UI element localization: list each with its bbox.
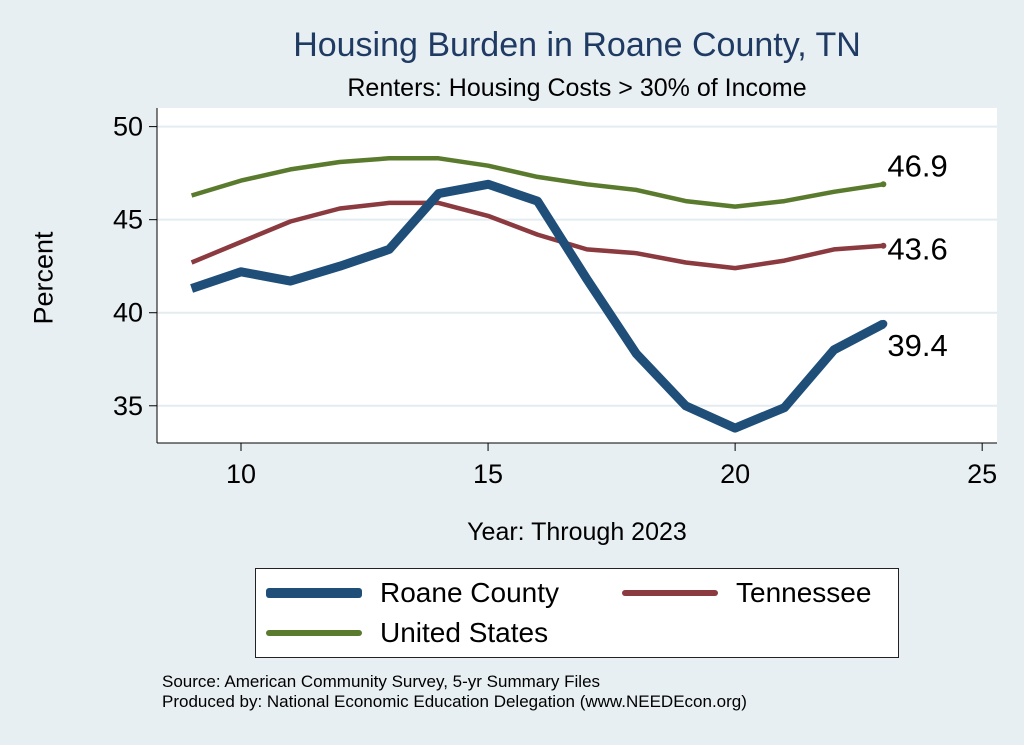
chart-title: Housing Burden in Roane County, TN — [293, 26, 861, 64]
end-marker-tennessee — [880, 242, 887, 249]
x-tick-label: 15 — [473, 459, 503, 489]
producer-line: Produced by: National Economic Education… — [162, 692, 747, 711]
end-label-united-states: 46.9 — [887, 148, 947, 183]
x-tick-label: 25 — [967, 459, 997, 489]
x-tick-label: 10 — [226, 459, 256, 489]
series-line-roane-county — [190, 179, 886, 433]
end-marker-united-states — [880, 181, 887, 188]
legend-label-united-states: United States — [380, 617, 549, 648]
chart-subtitle: Renters: Housing Costs > 30% of Income — [347, 74, 807, 102]
source-note: Source: American Community Survey, 5-yr … — [162, 672, 747, 712]
legend-label-roane-county: Roane County — [380, 577, 560, 608]
legend-item-tennessee: Tennessee — [622, 577, 871, 609]
legend-item-united-states: United States — [266, 617, 548, 649]
legend-swatch-roane-county — [266, 588, 362, 598]
y-tick-label: 35 — [113, 391, 143, 421]
legend-label-tennessee: Tennessee — [736, 577, 872, 608]
y-tick-label: 45 — [113, 205, 143, 235]
legend: Roane County Tennessee United States — [255, 568, 899, 658]
end-label-roane-county: 39.4 — [887, 328, 947, 363]
y-tick-label: 40 — [113, 298, 143, 328]
y-tick-label: 50 — [113, 112, 143, 142]
legend-swatch-tennessee — [622, 590, 718, 596]
source-line: Source: American Community Survey, 5-yr … — [162, 672, 601, 691]
end-marker-roane-county — [879, 319, 888, 328]
series-line-tennessee — [190, 200, 884, 271]
y-axis-label: Percent — [28, 231, 59, 325]
legend-swatch-united-states — [266, 630, 362, 636]
legend-item-roane-county: Roane County — [266, 577, 559, 609]
x-tick-label: 20 — [720, 459, 750, 489]
x-axis-label: Year: Through 2023 — [467, 518, 687, 546]
series-line-united-states — [190, 156, 884, 209]
end-label-tennessee: 43.6 — [887, 232, 947, 267]
